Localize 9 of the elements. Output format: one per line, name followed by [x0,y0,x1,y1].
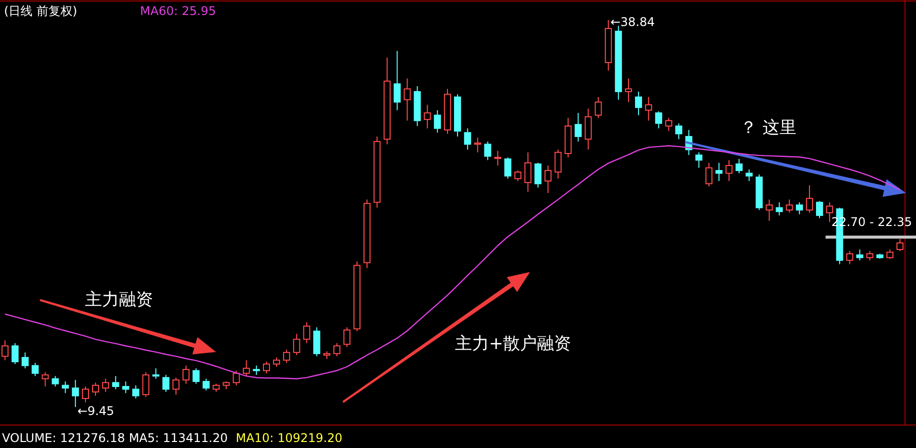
text: MA10: 109219.20 [236,431,342,445]
annotation: ？ 这里 [740,118,796,138]
annotation: ←9.45 [77,404,114,418]
chart-title: (日线 前复权) [4,4,78,18]
annotation: ←38.84 [610,15,655,29]
text: MA60: 25.95 [140,4,216,18]
annotation: 主力+散户融资 [455,334,572,354]
text: VOLUME: 121276.18 MA5: 113411.20 [2,431,228,445]
annotation: 主力融资 [85,290,153,310]
